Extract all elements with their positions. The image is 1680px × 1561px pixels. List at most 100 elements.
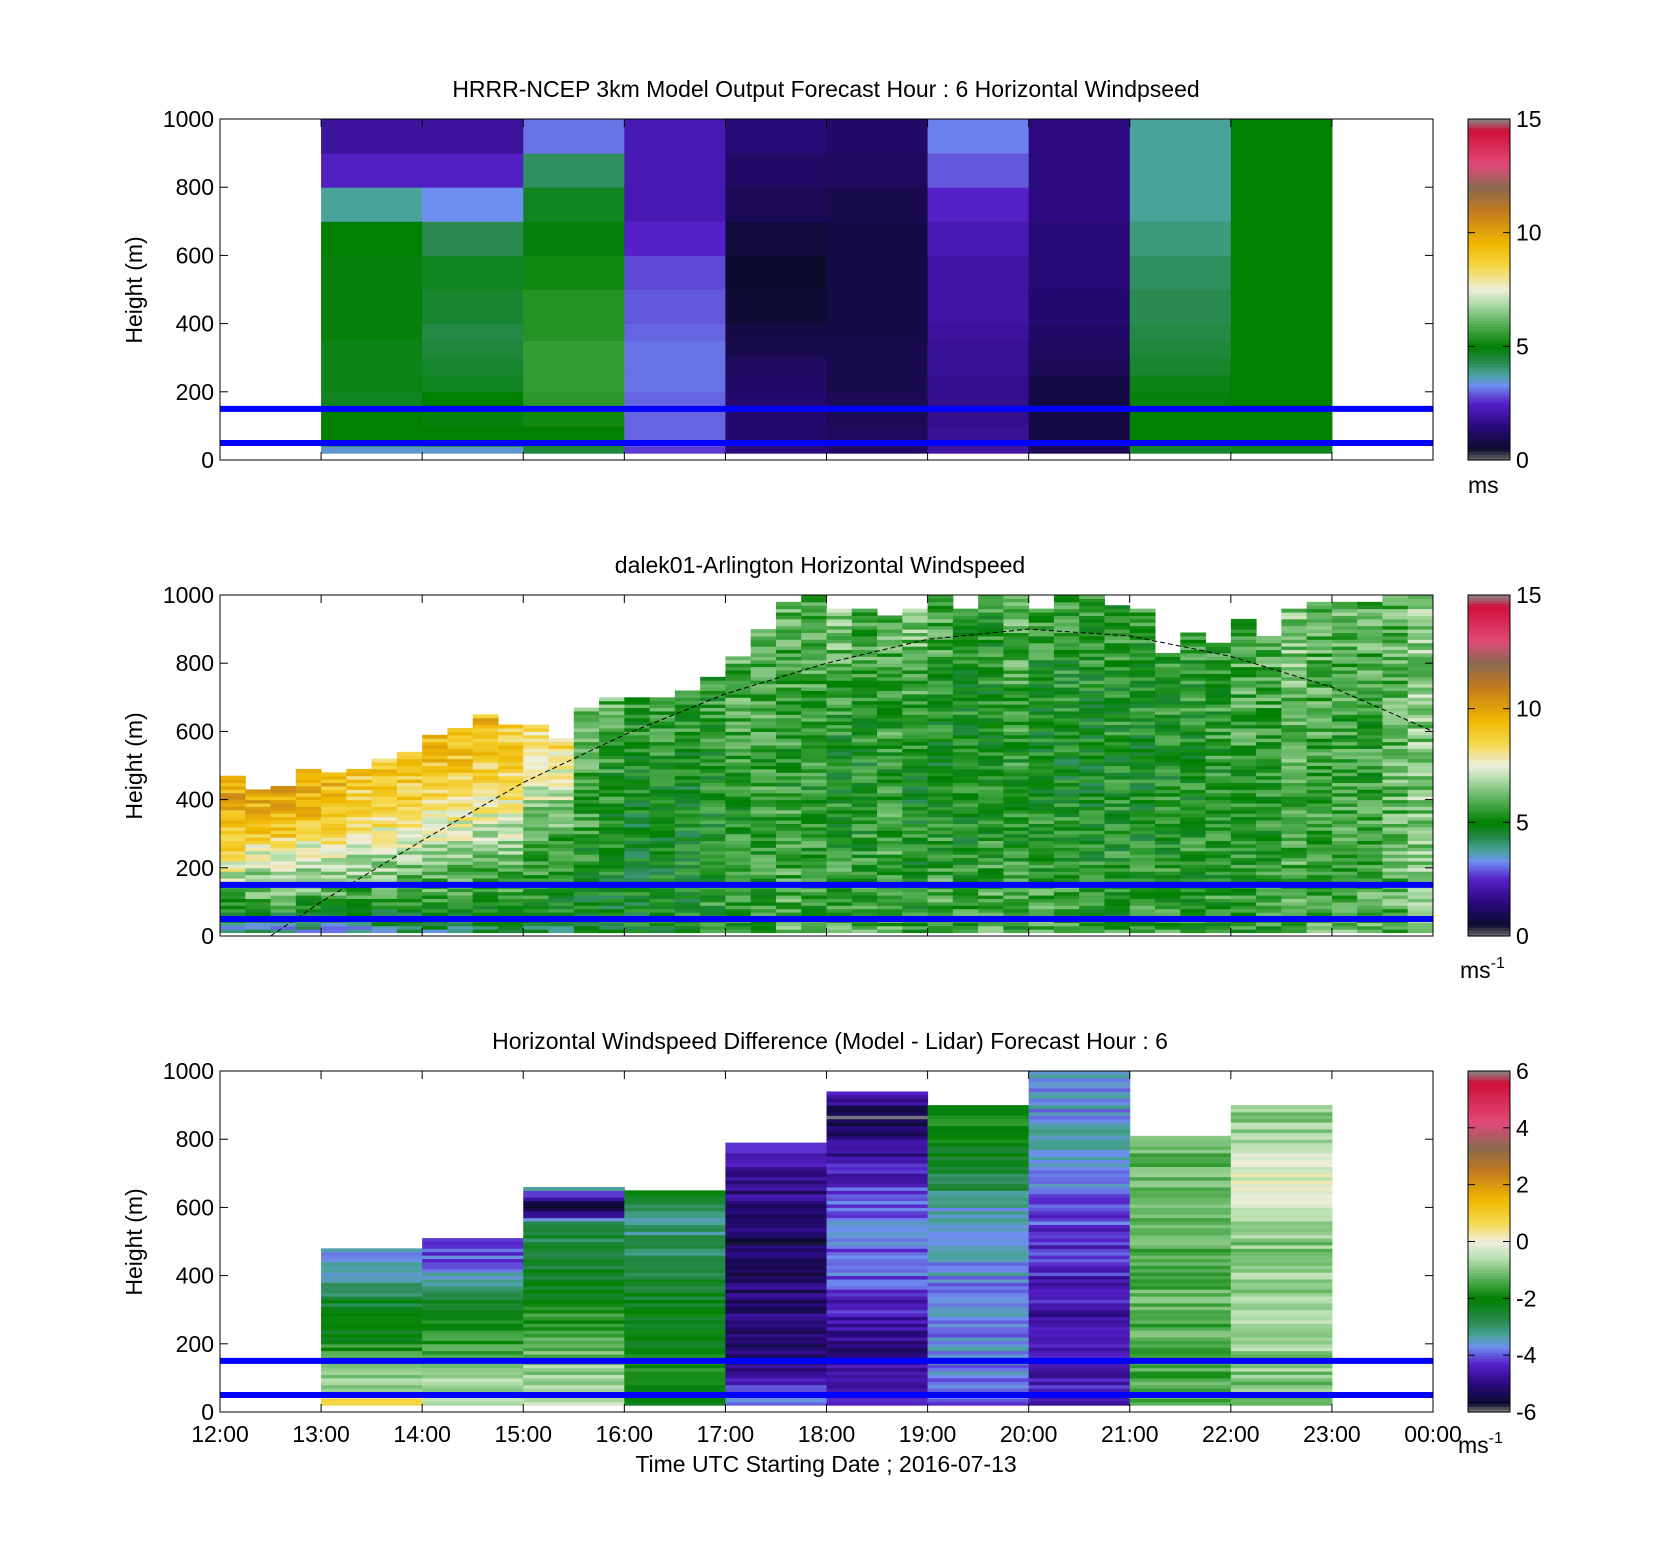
lidar-gate [1104,605,1131,610]
lidar-gate [1053,895,1080,899]
lidar-gate [1407,809,1433,814]
colorbar-swatch [1468,731,1510,735]
lidar-gate [1205,837,1232,842]
lidar-gate [851,912,878,917]
lidar-gate [346,816,373,821]
lidar-gate [649,922,676,927]
lidar-gate [674,765,701,770]
difference-cell [1028,1384,1131,1389]
lidar-gate [396,762,423,766]
colorbar-swatch [1468,666,1510,670]
lidar-gate [1028,666,1055,671]
lidar-gate [1155,663,1181,668]
lidar-gate [245,830,272,835]
lidar-gate [1104,741,1131,746]
lidar-gate [674,864,701,869]
lidar-gate [1407,605,1433,610]
lidar-gate [1230,823,1257,828]
lidar-gate [750,704,777,709]
difference-cell [826,1299,929,1304]
lidar-gate [1357,816,1383,821]
lidar-gate [573,782,600,787]
lidar-gate [978,803,1004,807]
lidar-gate [548,768,575,773]
lidar-gate [801,700,827,705]
lidar-gate [801,642,827,647]
lidar-gate [1407,782,1433,787]
lidar-gate [1053,912,1080,917]
lidar-gate [1256,922,1282,927]
difference-cell [826,1197,929,1202]
lidar-gate [447,734,474,739]
lidar-gate [877,830,903,835]
lidar-gate [1079,608,1105,613]
lidar-gate [1407,751,1433,756]
lidar-gate [674,803,701,807]
lidar-gate [1357,605,1383,610]
lidar-profile [573,707,600,934]
lidar-gate [750,707,777,712]
difference-cell [725,1244,827,1249]
lidar-gate [1281,922,1308,927]
lidar-gate [801,857,827,862]
lidar-gate [472,734,499,739]
lidar-gate [1180,912,1207,917]
lidar-gate [1331,898,1358,903]
difference-cell [725,1251,827,1256]
difference-cell [321,1384,423,1389]
lidar-gate [497,929,524,934]
colorbar-swatch [1468,694,1510,698]
lidar-gate [1256,850,1282,855]
lidar-gate [952,663,979,668]
lidar-gate [801,925,827,930]
lidar-gate [1407,854,1433,859]
lidar-gate [472,867,499,872]
lidar-gate [472,782,499,787]
lidar-gate [1256,646,1282,651]
lidar-gate [674,772,701,777]
lidar-gate [1129,635,1156,640]
lidar-gate [1205,772,1232,777]
lidar-gate [1129,871,1156,876]
difference-cell [1028,1125,1131,1130]
model-cell [1230,408,1333,427]
lidar-gate [1230,809,1257,814]
lidar-gate [649,847,676,852]
lidar-gate [725,700,752,705]
lidar-gate [1331,912,1358,917]
colorbar-swatch [1468,887,1510,892]
lidar-gate [952,826,979,831]
difference-cell [321,1272,423,1277]
lidar-gate [220,792,246,797]
lidar-gate [649,929,676,934]
lidar-gate [877,785,903,790]
lidar-gate [801,707,827,712]
model-cell [725,425,827,441]
lidar-gate [295,809,322,814]
lidar-gate [1129,843,1156,848]
lidar-gate [700,687,726,691]
lidar-gate [447,854,474,859]
lidar-gate [1053,929,1080,934]
lidar-gate [472,840,499,845]
lidar-gate [1079,823,1105,828]
lidar-gate [952,912,979,917]
lidar-gate [220,912,246,917]
lidar-gate [674,847,701,852]
lidar-gate [1331,803,1358,807]
lidar-gate [700,820,726,824]
lidar-gate [1180,874,1207,879]
lidar-profile [1053,595,1080,934]
difference-cell [826,1275,929,1280]
lidar-gate [497,748,524,753]
difference-cell [321,1367,423,1372]
lidar-gate [1331,833,1358,838]
lidar-gate [877,680,903,685]
lidar-gate [775,652,802,657]
lidar-gate [1129,663,1156,668]
lidar-gate [700,908,726,913]
difference-cell [624,1265,726,1270]
model-cell [321,153,423,188]
lidar-gate [700,762,726,766]
